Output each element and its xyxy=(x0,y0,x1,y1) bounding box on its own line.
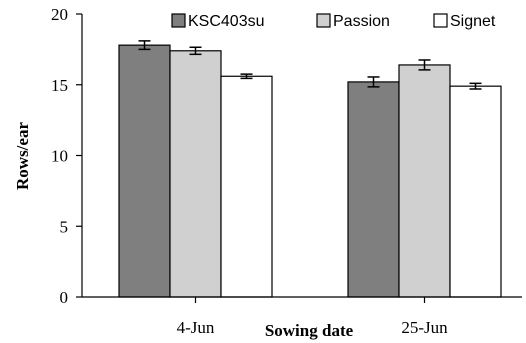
bars-layer xyxy=(118,44,502,298)
x-axis-title: Sowing date xyxy=(265,321,354,340)
y-tick-label: 5 xyxy=(60,217,69,236)
legend-label-signet: Signet xyxy=(450,13,496,30)
legend-swatch-ksc403su xyxy=(171,13,186,28)
bar-signet-25-jun xyxy=(449,85,502,298)
y-tick-label: 0 xyxy=(60,288,69,307)
bar-ksc403su-25-jun xyxy=(347,81,400,298)
error-bars-layer xyxy=(138,40,482,90)
legend-label-passion: Passion xyxy=(333,13,390,30)
bar-passion-25-jun xyxy=(398,64,451,298)
legend-swatch-signet xyxy=(433,13,448,28)
y-tick-label: 20 xyxy=(51,5,68,24)
x-tick-label: 4-Jun xyxy=(177,318,215,337)
legend: KSC403su Passion Signet xyxy=(171,13,496,30)
y-tick-label: 15 xyxy=(51,76,68,95)
x-tick-label: 25-Jun xyxy=(401,318,448,337)
y-tick-label: 10 xyxy=(51,147,68,166)
legend-swatch-passion xyxy=(316,13,331,28)
legend-label-ksc403su: KSC403su xyxy=(188,13,265,30)
y-axis-title: Rows/ear xyxy=(13,122,32,190)
bar-passion-4-jun xyxy=(169,50,222,298)
bar-signet-4-jun xyxy=(220,75,273,298)
x-tick-labels-layer: 4-Jun 25-Jun xyxy=(177,297,448,337)
y-ticks-layer: 0 5 10 15 20 xyxy=(51,5,82,307)
bar-ksc403su-4-jun xyxy=(118,44,171,298)
